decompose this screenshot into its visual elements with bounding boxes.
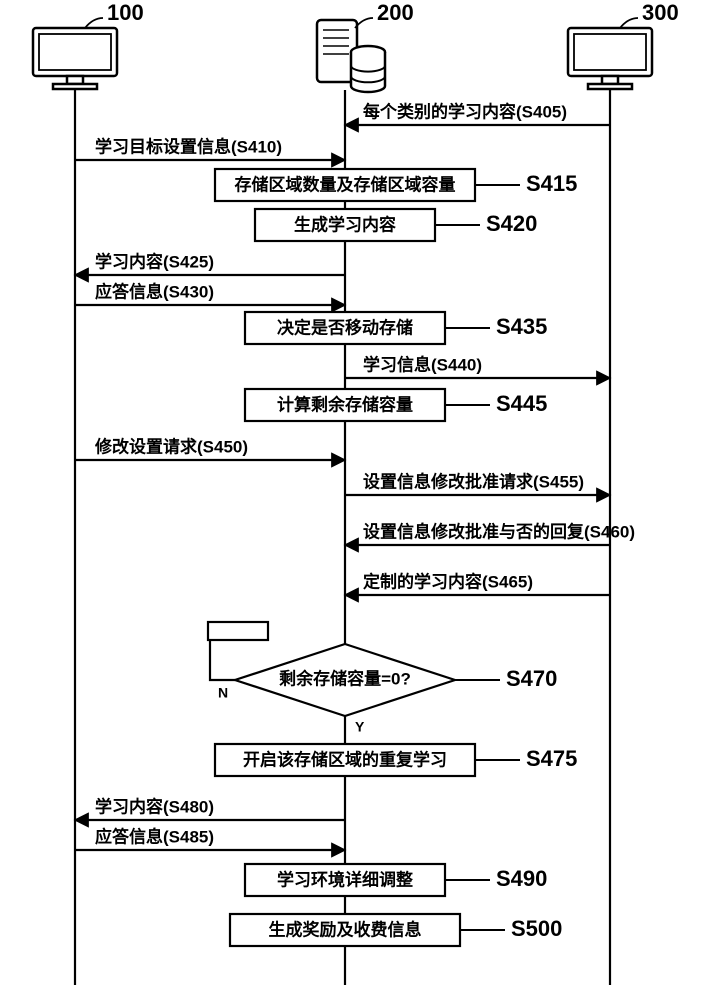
message-label: 学习信息(S440) xyxy=(363,354,482,374)
lifeline-label: 100 xyxy=(107,0,144,25)
svg-text:决定是否移动存储: 决定是否移动存储 xyxy=(277,317,413,337)
message-label: 设置信息修改批准请求(S455) xyxy=(363,471,584,491)
message-label: 应答信息(S430) xyxy=(95,281,214,301)
step-label: S490 xyxy=(496,866,547,891)
process-s435: 决定是否移动存储 S435 xyxy=(245,312,547,344)
process-s490: 学习环境详细调整 S490 xyxy=(245,864,547,896)
message-s440: 学习信息(S440) xyxy=(345,354,610,378)
step-label: S420 xyxy=(486,211,537,236)
svg-text:N: N xyxy=(218,685,228,701)
message-label: 学习内容(S480) xyxy=(95,796,214,816)
message-s480: 学习内容(S480) xyxy=(75,796,345,820)
message-s465: 定制的学习内容(S465) xyxy=(345,571,610,595)
decision-s470: 剩余存储容量=0? S470 Y N xyxy=(208,622,557,735)
message-s450: 修改设置请求(S450) xyxy=(75,436,345,460)
step-label: S475 xyxy=(526,746,577,771)
step-label: S435 xyxy=(496,314,547,339)
message-s460: 设置信息修改批准与否的回复(S460) xyxy=(345,521,635,545)
lifeline-label: 300 xyxy=(642,0,679,25)
message-s455: 设置信息修改批准请求(S455) xyxy=(345,471,610,495)
message-s425: 学习内容(S425) xyxy=(75,251,345,275)
svg-text:Y: Y xyxy=(355,719,365,735)
message-label: 定制的学习内容(S465) xyxy=(363,571,533,591)
svg-text:剩余存储容量=0?: 剩余存储容量=0? xyxy=(279,668,411,688)
monitor-icon xyxy=(568,28,652,89)
server-db-icon xyxy=(317,20,385,92)
message-label: 修改设置请求(S450) xyxy=(94,436,248,456)
process-s420: 生成学习内容 S420 xyxy=(255,209,537,241)
message-s410: 学习目标设置信息(S410) xyxy=(75,136,345,160)
svg-text:计算剩余存储容量: 计算剩余存储容量 xyxy=(277,394,413,414)
message-s405: 每个类别的学习内容(S405) xyxy=(345,101,610,125)
message-label: 设置信息修改批准与否的回复(S460) xyxy=(363,521,635,541)
svg-text:生成学习内容: 生成学习内容 xyxy=(294,214,396,234)
process-s415: 存储区域数量及存储区域容量 S415 xyxy=(215,169,577,201)
svg-text:S470: S470 xyxy=(506,666,557,691)
process-s500: 生成奖励及收费信息 S500 xyxy=(230,914,562,946)
step-label: S445 xyxy=(496,391,547,416)
message-label: 学习目标设置信息(S410) xyxy=(95,136,282,156)
message-s430: 应答信息(S430) xyxy=(75,281,345,305)
monitor-icon xyxy=(33,28,117,89)
process-s475: 开启该存储区域的重复学习 S475 xyxy=(215,744,577,776)
message-label: 应答信息(S485) xyxy=(95,826,214,846)
message-label: 每个类别的学习内容(S405) xyxy=(363,101,567,121)
svg-text:学习环境详细调整: 学习环境详细调整 xyxy=(277,869,413,889)
svg-text:生成奖励及收费信息: 生成奖励及收费信息 xyxy=(269,919,422,939)
process-s445: 计算剩余存储容量 S445 xyxy=(245,389,547,421)
svg-text:存储区域数量及存储区域容量: 存储区域数量及存储区域容量 xyxy=(235,174,456,194)
step-label: S415 xyxy=(526,171,577,196)
message-label: 学习内容(S425) xyxy=(95,251,214,271)
svg-text:开启该存储区域的重复学习: 开启该存储区域的重复学习 xyxy=(243,749,447,769)
lifeline-label: 200 xyxy=(377,0,414,25)
message-s485: 应答信息(S485) xyxy=(75,826,345,850)
step-label: S500 xyxy=(511,916,562,941)
